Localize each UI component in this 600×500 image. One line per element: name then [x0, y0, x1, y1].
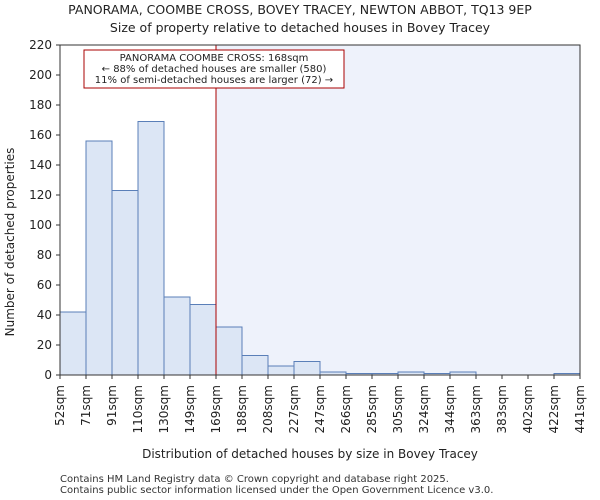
x-tick-label: 363sqm [469, 385, 483, 433]
bar-149sqm [189, 304, 217, 376]
x-tick-label: 305sqm [391, 385, 405, 433]
y-tick-label: 20 [37, 338, 52, 352]
bar-91sqm [111, 190, 139, 376]
x-tick-label: 285sqm [365, 385, 379, 433]
x-tick-label: 227sqm [287, 385, 301, 433]
annotation-box: PANORAMA COOMBE CROSS: 168sqm ← 88% of d… [83, 49, 345, 89]
y-tick-label: 180 [29, 98, 52, 112]
footer-copyright: Contains HM Land Registry data © Crown c… [60, 474, 449, 485]
annotation-line3: 11% of semi-detached houses are larger (… [95, 75, 333, 86]
x-tick-label: 324sqm [417, 385, 431, 433]
annotation-line2: ← 88% of detached houses are smaller (58… [102, 64, 327, 75]
x-tick-label: 266sqm [339, 385, 353, 433]
x-tick-label: 130sqm [157, 385, 171, 433]
y-tick-label: 60 [37, 278, 52, 292]
x-tick-label: 52sqm [53, 385, 67, 426]
y-tick-label: 140 [29, 158, 52, 172]
x-tick-label: 208sqm [261, 385, 275, 433]
bar-110sqm [137, 121, 165, 376]
y-tick-label: 200 [29, 68, 52, 82]
chart-title: PANORAMA, COOMBE CROSS, BOVEY TRACEY, NE… [68, 2, 532, 17]
x-tick-label: 91sqm [105, 385, 119, 426]
annotation-line1: PANORAMA COOMBE CROSS: 168sqm [120, 53, 309, 64]
x-tick-label: 71sqm [79, 385, 93, 426]
bar-169sqm [215, 326, 243, 376]
x-tick-label: 383sqm [495, 385, 509, 433]
y-tick-label: 80 [37, 248, 52, 262]
x-tick-label: 422sqm [547, 385, 561, 433]
y-tick-label: 0 [44, 368, 52, 382]
x-tick-label: 188sqm [235, 385, 249, 433]
y-tick-label: 220 [29, 38, 52, 52]
x-axis-label: Distribution of detached houses by size … [142, 447, 478, 461]
x-tick-label: 441sqm [573, 385, 587, 433]
x-tick-label: 169sqm [209, 385, 223, 433]
x-tick-label: 344sqm [443, 385, 457, 433]
x-tick-label: 402sqm [521, 385, 535, 433]
y-tick-label: 100 [29, 218, 52, 232]
y-tick-label: 160 [29, 128, 52, 142]
annotation-frame [83, 49, 345, 89]
y-tick-label: 40 [37, 308, 52, 322]
bar-71sqm [85, 140, 113, 376]
bar-208sqm [267, 365, 295, 376]
bar-52sqm [59, 311, 87, 376]
y-axis-label: Number of detached properties [3, 148, 17, 337]
histogram-chart: PANORAMA, COOMBE CROSS, BOVEY TRACEY, NE… [3, 2, 587, 461]
bar-130sqm [163, 296, 191, 376]
chart-subtitle: Size of property relative to detached ho… [110, 20, 491, 35]
x-tick-label: 149sqm [183, 385, 197, 433]
y-tick-label: 120 [29, 188, 52, 202]
x-tick-label: 247sqm [313, 385, 327, 433]
subject-region-highlight [216, 45, 580, 375]
footer-licence: Contains public sector information licen… [60, 485, 494, 496]
bar-188sqm [241, 355, 269, 376]
bar-227sqm [293, 361, 321, 376]
x-tick-label: 110sqm [131, 385, 145, 433]
